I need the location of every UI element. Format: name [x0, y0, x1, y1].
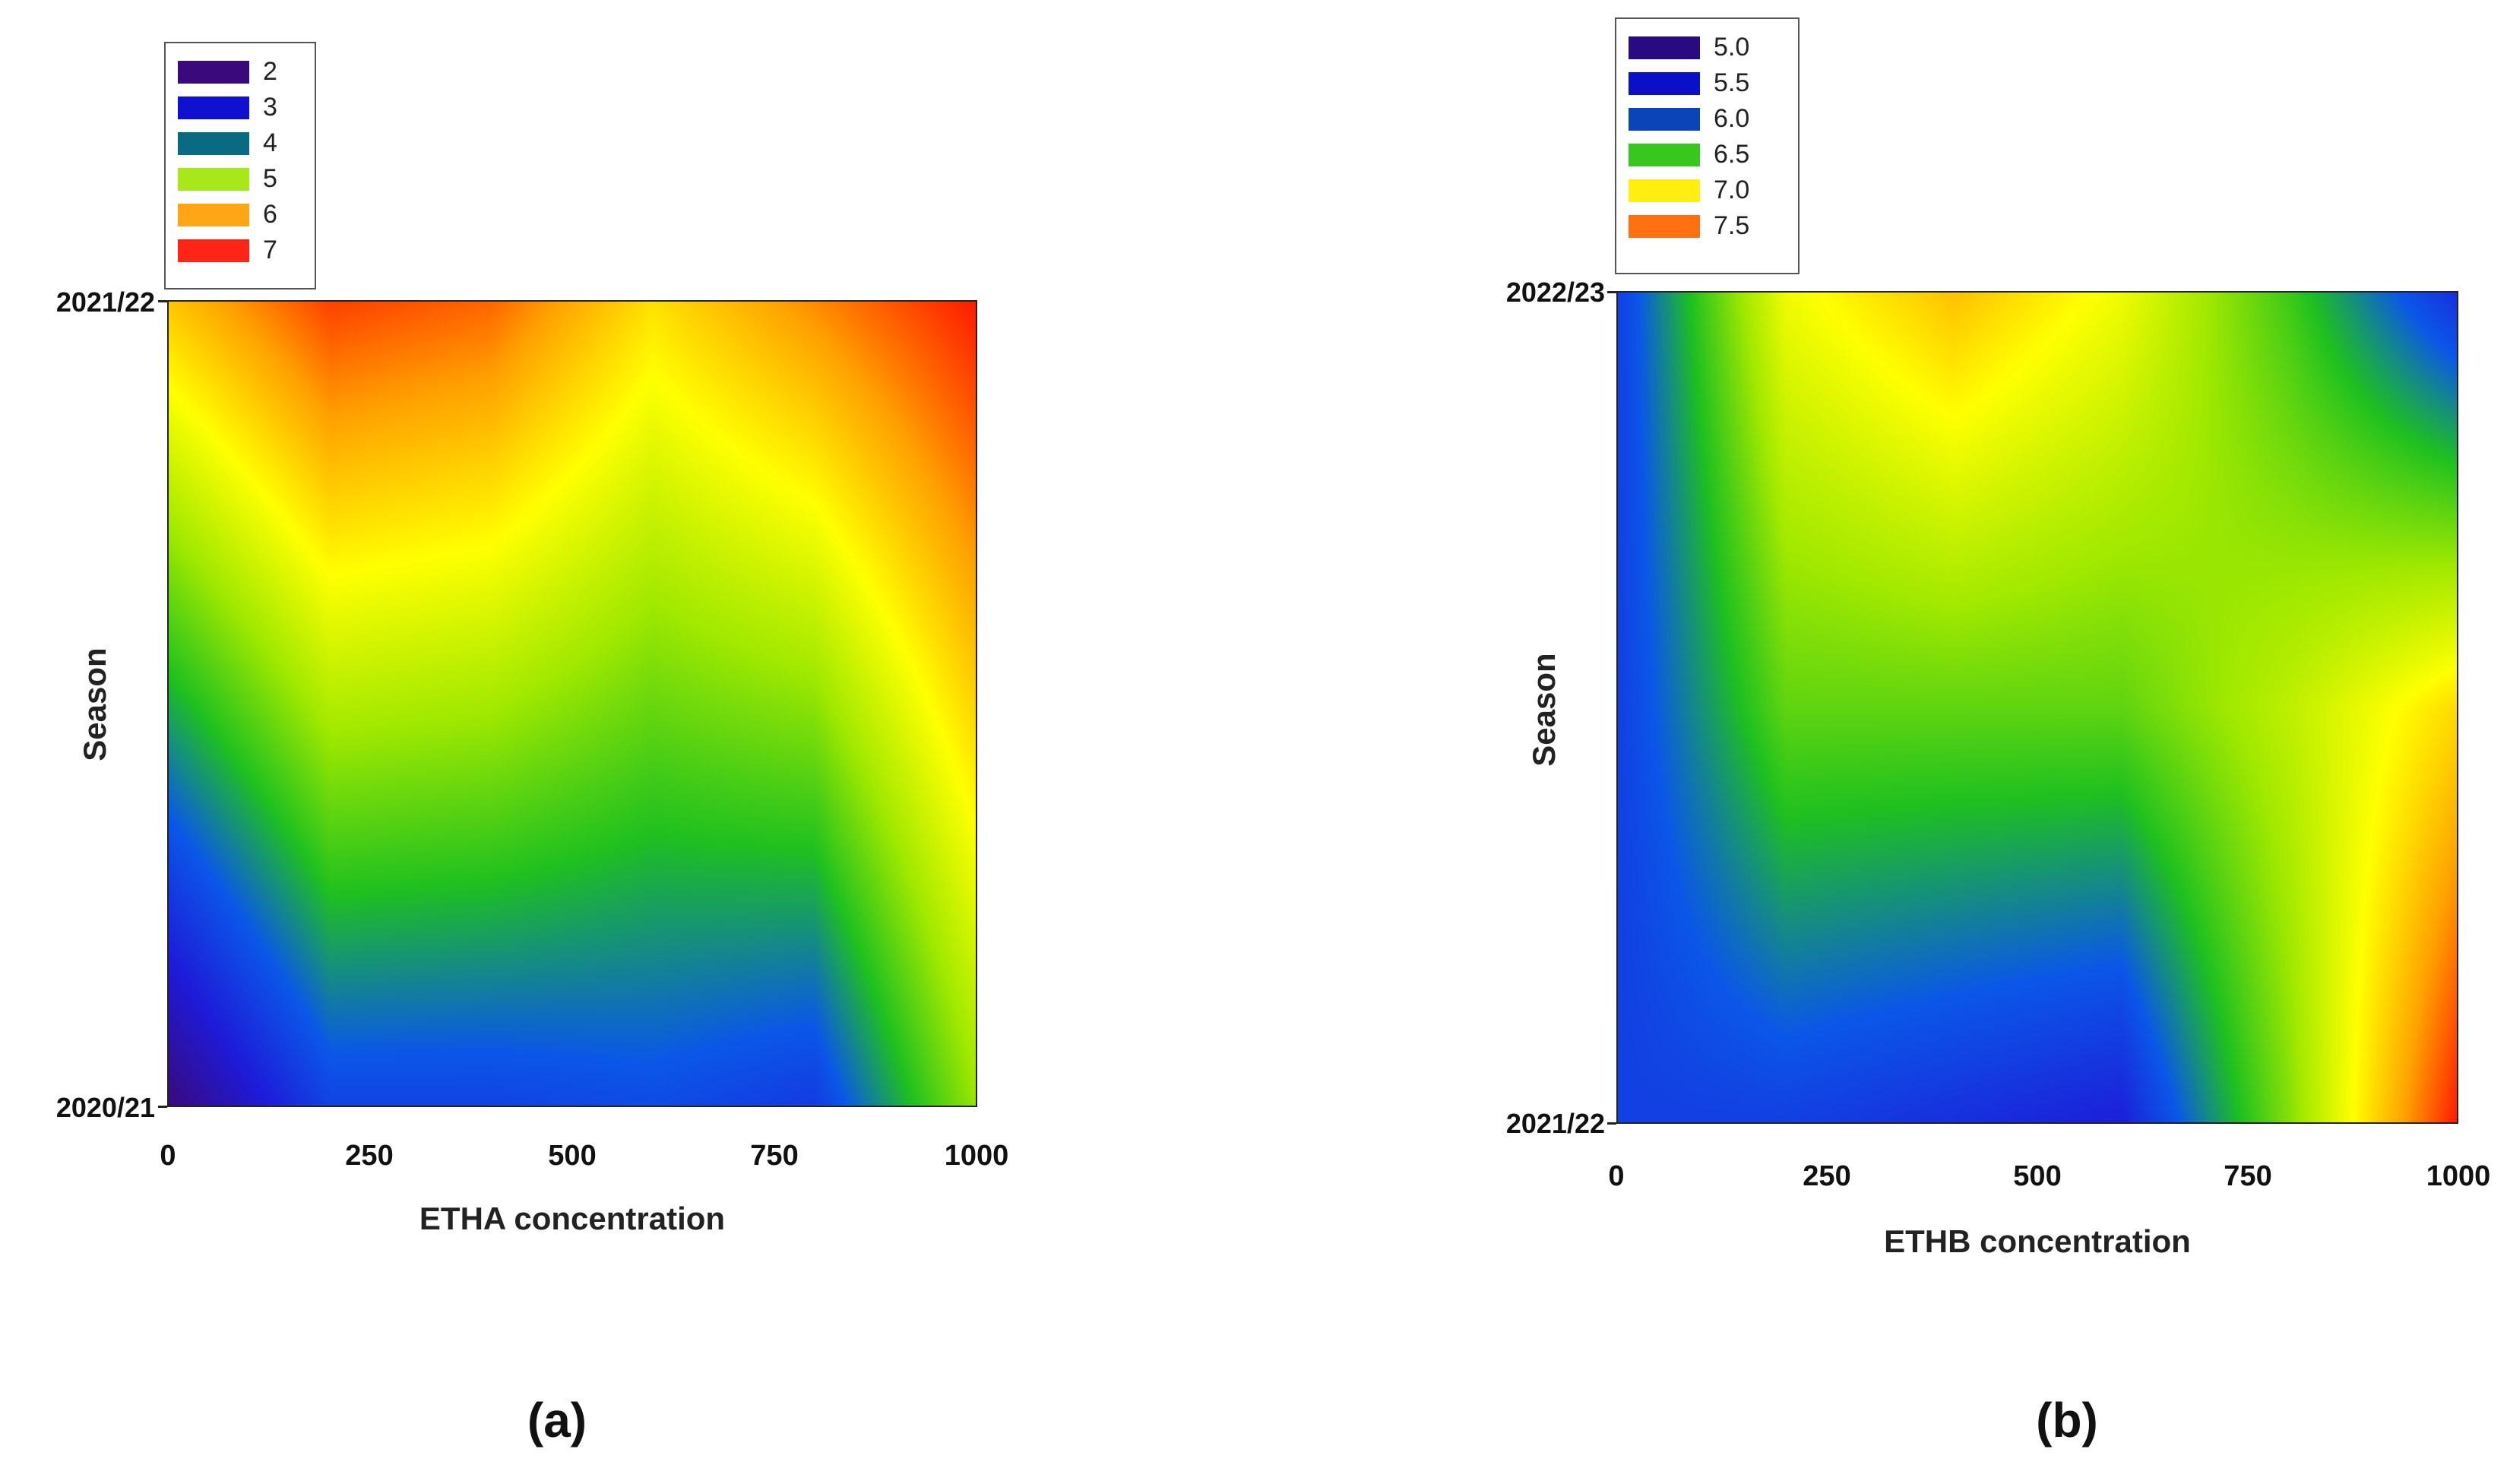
heatmap-plot-area-a [167, 300, 977, 1107]
y-tick-mark [158, 1106, 167, 1108]
legend-a: 2 3 4 5 6 7 [164, 42, 316, 290]
panel-label: (b) [2036, 1393, 2098, 1448]
legend-label: 7.0 [1714, 176, 1750, 204]
legend-swatch [178, 239, 249, 262]
legend-item: 5 [178, 161, 302, 197]
x-tick-label: 1000 [2426, 1160, 2491, 1192]
legend-label: 5.5 [1714, 68, 1750, 97]
legend-label: 2 [263, 57, 277, 86]
x-axis-title: ETHA concentration [419, 1201, 726, 1236]
legend-label: 4 [263, 128, 277, 157]
chart-panel-a: 2 3 4 5 6 7 2021/22 2020/21 0 250 500 75… [55, 42, 1009, 1448]
x-tick-label: 250 [1803, 1160, 1851, 1192]
x-tick-label: 750 [750, 1140, 799, 1172]
legend-swatch [178, 60, 249, 84]
legend-swatch [178, 131, 249, 155]
legend-label: 6.5 [1714, 140, 1750, 169]
legend-item: 2 [178, 54, 302, 90]
x-tick-label: 0 [160, 1140, 176, 1172]
legend-item: 4 [178, 125, 302, 161]
y-tick-mark [1607, 1122, 1616, 1125]
legend-item: 6 [178, 197, 302, 233]
heatmap-plot-area-b [1616, 291, 2458, 1124]
legend-label: 6.0 [1714, 104, 1750, 133]
y-tick-label: 2022/23 [1505, 277, 1605, 308]
legend-swatch [178, 203, 249, 226]
legend-swatch [1629, 214, 1700, 238]
legend-item: 5.5 [1629, 65, 1786, 101]
legend-label: 3 [263, 93, 277, 122]
x-tick-label: 1000 [944, 1140, 1009, 1172]
x-tick-label: 0 [1608, 1160, 1625, 1192]
chart-panel-b: 5.0 5.5 6.0 6.5 7.0 7.5 2022/23 2021/22 … [1254, 0, 2507, 1484]
legend-swatch [1629, 107, 1700, 131]
legend-label: 5.0 [1714, 33, 1750, 62]
legend-label: 7.5 [1714, 211, 1750, 240]
legend-label: 5 [263, 164, 277, 193]
legend-item: 5.0 [1629, 30, 1786, 65]
legend-swatch [178, 96, 249, 119]
legend-b: 5.0 5.5 6.0 6.5 7.0 7.5 [1615, 17, 1800, 274]
y-tick-label: 2020/21 [55, 1092, 155, 1123]
legend-item: 7 [178, 233, 302, 268]
legend-label: 7 [263, 236, 277, 264]
legend-item: 7.0 [1629, 172, 1786, 208]
panel-label: (a) [527, 1393, 587, 1448]
legend-item: 6.0 [1629, 101, 1786, 137]
x-axis-title: ETHB concentration [1884, 1223, 2191, 1259]
y-axis-title: Season [1526, 653, 1562, 767]
y-tick-mark [1607, 291, 1616, 293]
x-tick-label: 500 [548, 1140, 597, 1172]
y-tick-label: 2021/22 [55, 286, 155, 318]
legend-swatch [178, 167, 249, 191]
y-tick-label: 2021/22 [1505, 1108, 1605, 1139]
x-tick-label: 750 [2224, 1160, 2272, 1192]
y-axis-title: Season [77, 647, 112, 761]
legend-label: 6 [263, 200, 277, 229]
y-tick-mark [158, 300, 167, 302]
legend-swatch [1629, 71, 1700, 95]
legend-item: 6.5 [1629, 137, 1786, 172]
x-tick-label: 250 [345, 1140, 394, 1172]
legend-item: 3 [178, 90, 302, 125]
legend-item: 7.5 [1629, 208, 1786, 244]
legend-swatch [1629, 179, 1700, 202]
legend-swatch [1629, 36, 1700, 59]
legend-swatch [1629, 143, 1700, 166]
x-tick-label: 500 [2013, 1160, 2062, 1192]
